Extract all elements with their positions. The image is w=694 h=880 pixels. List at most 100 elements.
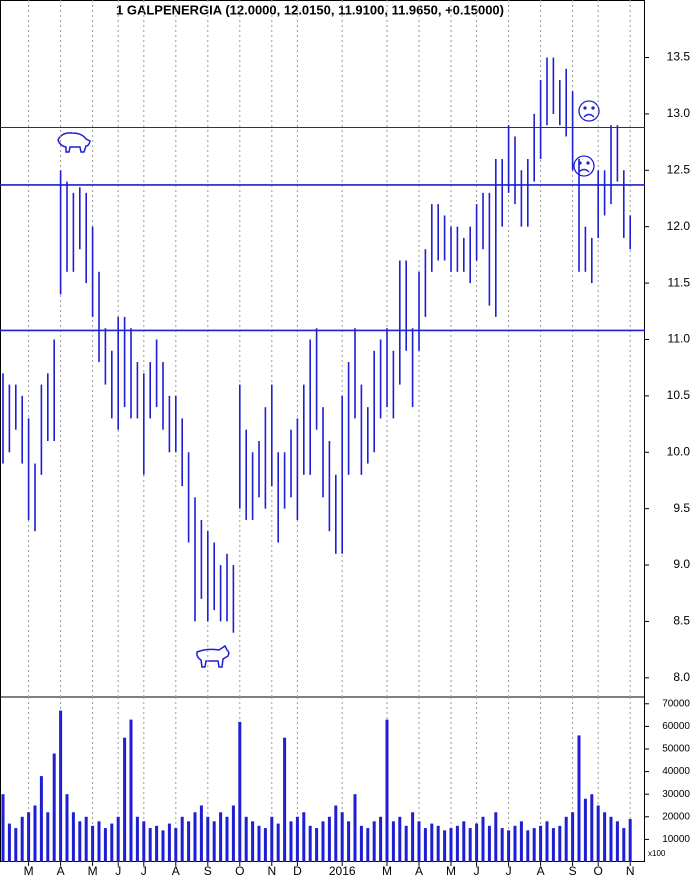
volume-bar [321, 821, 325, 862]
volume-bar [513, 825, 517, 862]
volume-bar [494, 812, 498, 862]
volume-bar [97, 821, 101, 862]
volume-bar [628, 819, 632, 862]
x-tick-label: J [115, 864, 121, 878]
x-tick-label: S [204, 864, 212, 878]
volume-bar [27, 812, 31, 862]
volume-bar [257, 825, 261, 862]
x-tick-label: O [594, 864, 603, 878]
x-tick-label: M [88, 864, 98, 878]
y-tick-label: 9.5 [673, 501, 690, 515]
volume-bar [14, 828, 18, 862]
y-tick-label: 10.5 [667, 388, 691, 402]
y-tick-label: 11.0 [668, 332, 691, 346]
volume-bar [212, 821, 216, 862]
x-tick-label: S [569, 864, 577, 878]
y-tick-label: 9.0 [673, 557, 690, 571]
volume-bar [590, 794, 594, 862]
volume-bar [187, 821, 191, 862]
volume-bar [603, 812, 607, 862]
volume-bar [359, 825, 363, 862]
volume-bar [334, 805, 338, 862]
volume-bar [423, 828, 427, 862]
volume-bar [411, 812, 415, 862]
volume-bar [545, 821, 549, 862]
volume-bar [532, 828, 536, 862]
y-tick-label: 11.5 [668, 275, 691, 289]
volume-bar [302, 812, 306, 862]
y-tick-label: 13.0 [667, 106, 691, 120]
volume-bar [65, 794, 69, 862]
volume-bar [71, 812, 75, 862]
volume-bar [577, 735, 581, 862]
y-tick-label: 12.5 [667, 162, 691, 176]
y-tick-label: 13.5 [667, 50, 691, 64]
volume-bar [468, 828, 472, 862]
volume-bar [180, 816, 184, 862]
volume-bar [84, 816, 88, 862]
volume-bar [59, 710, 63, 862]
volume-bar [615, 821, 619, 862]
volume-bar [372, 821, 376, 862]
volume-bar [283, 737, 287, 862]
volume-bar [609, 816, 613, 862]
bear-icon [57, 132, 91, 153]
y-tick-label: 8.5 [673, 614, 690, 628]
volume-bar [462, 821, 466, 862]
volume-bar [327, 816, 331, 862]
volume-bar [391, 821, 395, 862]
x-tick-label: 2016 [329, 864, 356, 878]
volume-bar [244, 816, 248, 862]
volume-bar [366, 828, 370, 862]
volume-bar [103, 828, 107, 862]
volume-bar [443, 830, 447, 862]
x-tick-label: O [235, 864, 244, 878]
y-tick-label: 70000 [662, 698, 690, 709]
volume-bar [449, 828, 453, 862]
volume-bar [33, 805, 37, 862]
x-tick-label: A [172, 864, 180, 878]
volume-bar [39, 776, 43, 862]
volume-bar [398, 816, 402, 862]
volume-bar [1, 794, 5, 862]
volume-bar [110, 823, 114, 862]
sad-face-icon [578, 100, 600, 122]
volume-bar [161, 830, 165, 862]
x-tick-label: D [293, 864, 302, 878]
x-tick-label: M [446, 864, 456, 878]
volume-bar [353, 794, 357, 862]
volume-bar [507, 830, 511, 862]
chart-title: 1 GALPENERGIA (12.0000, 12.0150, 11.9100… [116, 2, 504, 17]
volume-bar [526, 830, 530, 862]
x-tick-label: J [506, 864, 512, 878]
volume-bar [225, 816, 229, 862]
volume-bar [46, 812, 50, 862]
y-tick-label: 10.0 [667, 444, 691, 458]
volume-bar [596, 805, 600, 862]
volume-bar [385, 719, 389, 862]
volume-bar [295, 816, 299, 862]
volume-bar [238, 721, 242, 862]
volume-bar [276, 823, 280, 862]
volume-bar [308, 825, 312, 862]
volume-bar [475, 823, 479, 862]
volume-bar [231, 805, 235, 862]
x-tick-label: N [267, 864, 276, 878]
volume-bar [417, 821, 421, 862]
volume-bar [430, 823, 434, 862]
y-tick-label: 8.0 [673, 670, 690, 684]
volume-bar [289, 821, 293, 862]
y-tick-label: 40000 [662, 766, 690, 777]
x-tick-label: A [537, 864, 545, 878]
volume-bar [270, 816, 274, 862]
y-tick-label: 10000 [662, 834, 690, 845]
volume-bar [481, 816, 485, 862]
y-tick-label: 50000 [662, 744, 690, 755]
volume-bar [167, 823, 171, 862]
volume-bar [142, 821, 146, 862]
volume-bar [564, 816, 568, 862]
bull-icon [196, 644, 230, 668]
x-tick-label: A [57, 864, 65, 878]
volume-bar [199, 805, 203, 862]
volume-bar [347, 821, 351, 862]
